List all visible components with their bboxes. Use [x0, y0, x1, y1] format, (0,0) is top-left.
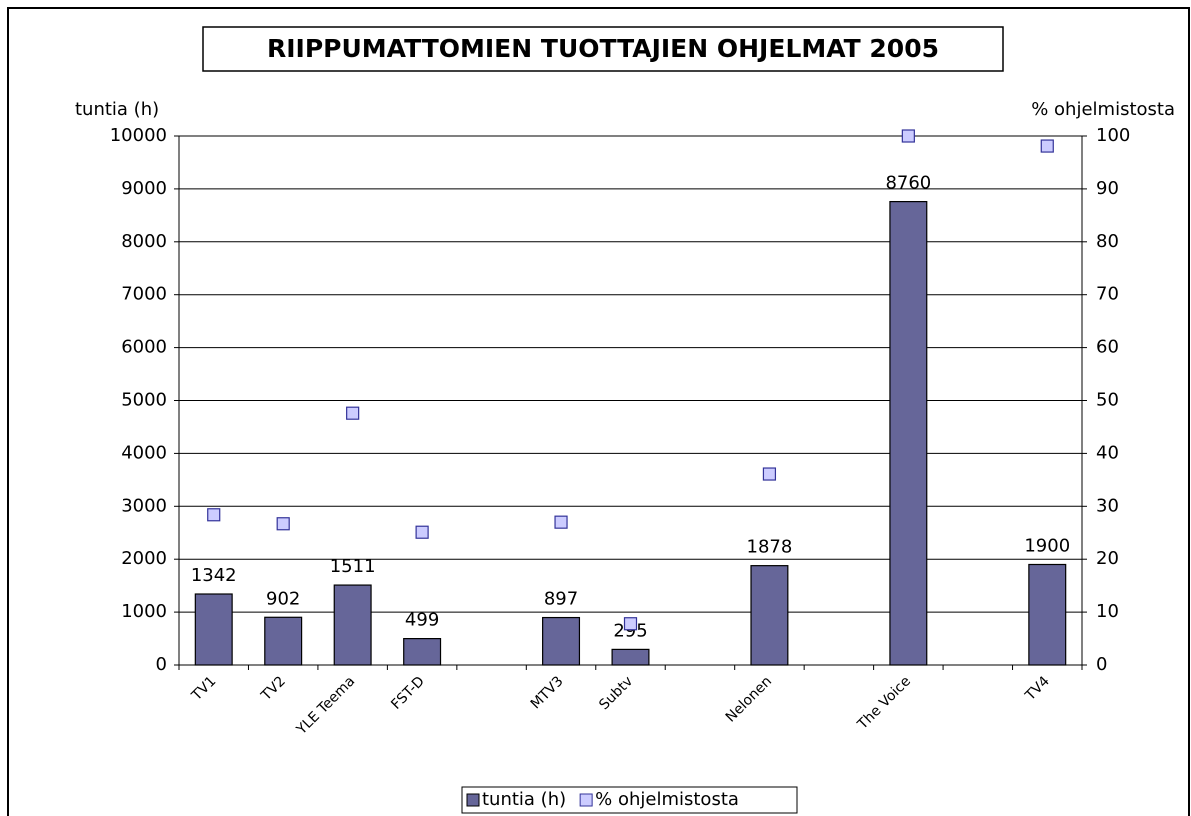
data-label: 1900: [1024, 535, 1070, 556]
bar: [264, 616, 303, 666]
data-label: 902: [266, 588, 300, 609]
bar: [194, 593, 233, 666]
bar: [889, 200, 928, 666]
point: [346, 406, 360, 420]
y-tick-label: 4000: [121, 442, 167, 463]
point: [623, 617, 638, 631]
y-tick-label: 5000: [121, 390, 167, 411]
legend-swatch: [579, 793, 593, 807]
y-tick-label: 8000: [121, 231, 167, 252]
point: [207, 508, 221, 522]
y-tick-label: 1000: [121, 601, 167, 622]
y2-tick-label: 0: [1096, 654, 1107, 675]
y2-tick-label: 60: [1096, 337, 1119, 358]
chart-border: [7, 7, 1190, 816]
point: [415, 525, 429, 539]
y2-tick-label: 20: [1096, 548, 1119, 569]
y-tick-label: 7000: [121, 284, 167, 305]
y2-tick-label: 90: [1096, 178, 1119, 199]
data-label: 499: [405, 610, 439, 631]
chart-title: RIIPPUMATTOMIEN TUOTTAJIEN OHJELMAT 2005: [267, 34, 939, 63]
y2-tick-label: 30: [1096, 495, 1119, 516]
point: [762, 467, 777, 481]
y-axis-label: tuntia (h): [75, 99, 159, 120]
data-label: 295: [613, 620, 647, 641]
y2-tick-label: 40: [1096, 442, 1119, 463]
y-tick-label: 3000: [121, 495, 167, 516]
y-tick-label: 2000: [121, 548, 167, 569]
bar: [542, 616, 581, 666]
data-label: 1878: [747, 537, 793, 558]
legend-swatch: [466, 793, 480, 807]
y-tick-label: 9000: [121, 178, 167, 199]
point: [276, 517, 290, 531]
data-label: 1342: [191, 565, 237, 586]
y2-tick-label: 80: [1096, 231, 1119, 252]
data-label: 8760: [885, 173, 931, 194]
y-tick-label: 6000: [121, 337, 167, 358]
point: [901, 129, 915, 143]
legend-box: [461, 786, 798, 814]
y2-tick-label: 50: [1096, 390, 1119, 411]
data-label: 897: [544, 589, 578, 610]
y2-tick-label: 100: [1096, 125, 1130, 146]
data-label: 1511: [330, 556, 376, 577]
bar: [333, 584, 372, 666]
y-tick-label: 0: [156, 654, 167, 675]
bar: [403, 638, 442, 666]
point: [1040, 139, 1054, 153]
title-box: [202, 26, 1004, 72]
point: [554, 515, 568, 529]
bar: [1028, 563, 1067, 666]
bar: [611, 648, 650, 666]
legend-label: tuntia (h): [482, 789, 566, 810]
y-tick-label: 10000: [110, 125, 167, 146]
y2-tick-label: 10: [1096, 601, 1119, 622]
legend-label: % ohjelmistosta: [595, 789, 739, 810]
y2-tick-label: 70: [1096, 284, 1119, 305]
bar: [750, 565, 789, 666]
y2-axis-label: % ohjelmistosta: [1031, 99, 1175, 120]
